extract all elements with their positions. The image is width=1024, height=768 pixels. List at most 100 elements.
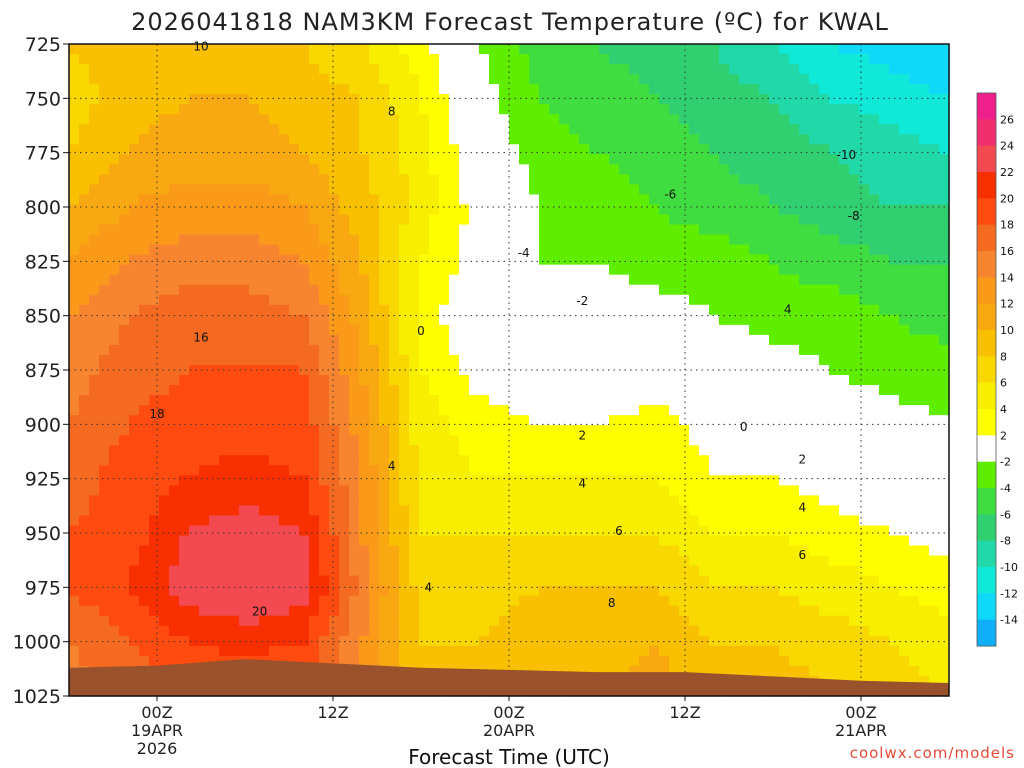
field-cell	[319, 94, 330, 105]
field-cell	[769, 565, 780, 577]
field-cell	[99, 425, 110, 436]
field-cell	[109, 264, 120, 276]
field-cell	[189, 54, 200, 65]
field-cell	[549, 64, 560, 75]
field-cell	[699, 435, 710, 446]
field-cell	[759, 555, 770, 567]
field-cell	[519, 124, 530, 135]
field-cell	[69, 385, 80, 396]
field-cell	[739, 324, 750, 336]
field-cell	[79, 154, 90, 165]
field-cell	[299, 555, 310, 567]
field-cell	[839, 144, 850, 155]
field-cell	[359, 114, 370, 125]
field-cell	[159, 144, 170, 155]
field-cell	[709, 84, 720, 95]
field-cell	[229, 254, 240, 266]
field-cell	[769, 254, 780, 266]
field-cell	[419, 344, 430, 356]
field-cell	[319, 314, 330, 326]
field-cell	[239, 375, 250, 386]
field-cell	[719, 575, 730, 587]
field-cell	[829, 545, 840, 557]
field-cell	[329, 84, 340, 95]
field-cell	[389, 254, 400, 266]
field-cell	[509, 535, 520, 547]
field-cell	[229, 445, 240, 456]
field-cell	[809, 515, 820, 527]
field-cell	[119, 64, 130, 75]
field-cell	[249, 164, 260, 175]
field-cell	[329, 214, 340, 226]
field-cell	[239, 274, 250, 286]
field-cell	[429, 94, 440, 105]
field-cell	[189, 405, 200, 416]
field-cell	[889, 134, 900, 145]
field-cell	[369, 104, 380, 115]
field-cell	[249, 194, 260, 206]
field-cell	[309, 104, 320, 115]
field-cell	[719, 585, 730, 597]
field-cell	[329, 64, 340, 75]
field-cell	[649, 304, 660, 316]
field-cell	[599, 585, 610, 597]
field-cell	[89, 64, 100, 75]
field-cell	[629, 495, 640, 507]
field-cell	[399, 324, 410, 336]
field-cell	[239, 214, 250, 226]
field-cell	[729, 134, 740, 145]
field-cell	[109, 64, 120, 75]
field-cell	[539, 505, 550, 517]
field-cell	[239, 234, 250, 246]
field-cell	[339, 415, 350, 426]
field-cell	[669, 385, 680, 396]
field-cell	[719, 124, 730, 135]
field-cell	[549, 565, 560, 577]
field-cell	[419, 174, 430, 186]
field-cell	[429, 344, 440, 356]
field-cell	[359, 254, 370, 266]
field-cell	[869, 575, 880, 587]
field-cell	[229, 164, 240, 175]
field-cell	[719, 545, 730, 557]
field-cell	[829, 354, 840, 366]
field-cell	[379, 264, 390, 276]
field-cell	[589, 164, 600, 175]
field-cell	[789, 134, 800, 145]
field-cell	[889, 344, 900, 356]
field-cell	[139, 164, 150, 175]
field-cell	[499, 104, 510, 115]
field-cell	[809, 54, 820, 65]
field-cell	[659, 104, 670, 115]
field-cell	[209, 174, 220, 186]
field-cell	[529, 54, 540, 65]
field-cell	[779, 264, 790, 276]
field-cell	[79, 84, 90, 95]
field-cell	[889, 104, 900, 115]
field-cell	[909, 264, 920, 276]
field-cell	[249, 425, 260, 436]
field-cell	[79, 74, 90, 85]
field-cell	[209, 144, 220, 155]
field-cell	[329, 505, 340, 517]
field-cell	[939, 475, 950, 486]
field-cell	[829, 144, 840, 155]
field-cell	[809, 334, 820, 346]
field-cell	[839, 314, 850, 326]
field-cell	[419, 64, 430, 75]
field-cell	[509, 555, 520, 567]
field-cell	[859, 395, 870, 406]
field-cell	[809, 415, 820, 426]
field-cell	[509, 314, 520, 326]
field-cell	[389, 344, 400, 356]
field-cell	[729, 605, 740, 617]
field-cell	[379, 334, 390, 346]
field-cell	[379, 324, 390, 336]
field-cell	[499, 515, 510, 527]
field-cell	[459, 174, 470, 186]
field-cell	[159, 515, 170, 527]
field-cell	[469, 214, 480, 226]
field-cell	[409, 425, 420, 436]
field-cell	[629, 535, 640, 547]
field-cell	[769, 465, 780, 476]
